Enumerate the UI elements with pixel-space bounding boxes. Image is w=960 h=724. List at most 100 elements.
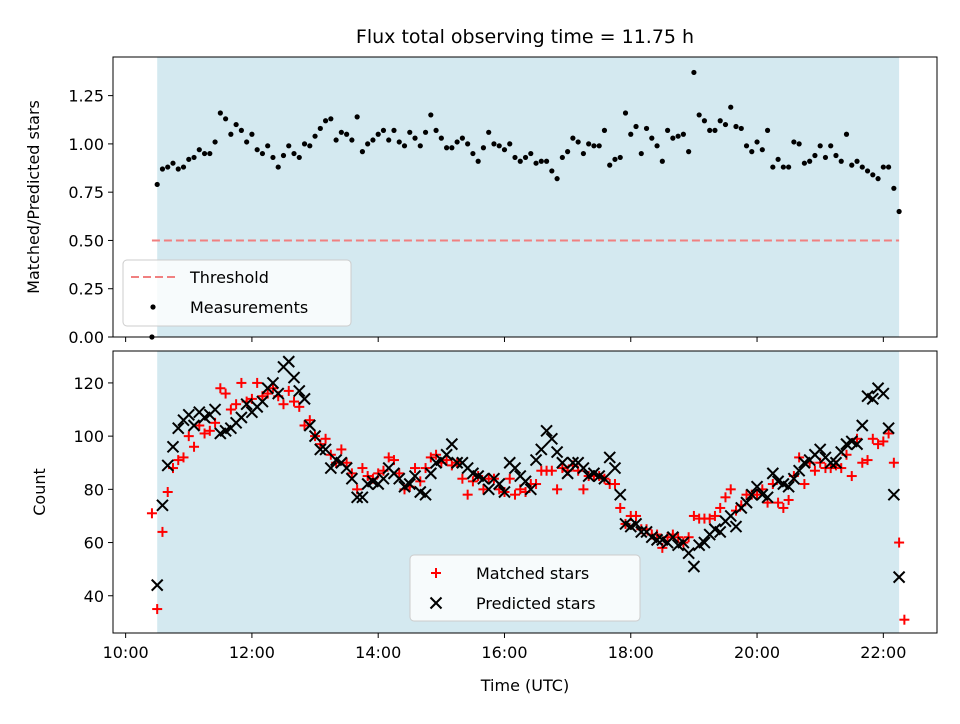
ratio-legend-box	[122, 259, 352, 327]
measurement-point	[770, 164, 776, 170]
matched-star-point	[394, 468, 405, 479]
count-x-axis: 10:00 12:00 14:00 16:00 18:00 20:00 22:00	[103, 633, 906, 662]
predicted-star-point	[540, 424, 553, 438]
legend-plus-mark	[431, 568, 441, 578]
matched-star-point	[357, 463, 368, 474]
predicted-star-point	[208, 403, 222, 416]
matched-star-point	[778, 502, 789, 513]
measurement-point	[664, 127, 671, 133]
matched-star-point	[510, 489, 521, 500]
measurement-point	[580, 150, 587, 157]
measurement-point	[375, 131, 381, 137]
measurement-point	[186, 156, 192, 162]
predicted-star-point	[493, 477, 506, 491]
measurement-point	[265, 143, 271, 149]
measurement-point	[543, 158, 550, 164]
matched-star-point	[899, 614, 910, 625]
ratio-legend: Threshold Measurements	[122, 259, 352, 327]
predicted-star-point	[745, 488, 758, 501]
count-y-tick-label: 120	[73, 374, 104, 393]
measurement-point	[280, 152, 287, 159]
measurement-point	[422, 129, 429, 135]
legend-predicted-swatch	[429, 596, 443, 610]
measurement-point	[749, 149, 755, 155]
measurement-point	[559, 154, 565, 161]
measurement-point	[165, 164, 171, 170]
measurement-point	[454, 139, 460, 145]
matched-star-point	[846, 471, 857, 482]
measurement-point	[496, 143, 502, 149]
x-tick-label: 16:00	[481, 643, 527, 662]
measurement-point	[607, 162, 613, 168]
count-y-tick-label: 40	[84, 587, 104, 606]
matched-star-point	[504, 473, 515, 484]
measurement-point	[864, 168, 871, 174]
count-y-tick-label: 60	[84, 534, 104, 553]
predicted-star-point	[782, 480, 795, 493]
measurement-point	[217, 110, 223, 116]
measurement-point	[638, 150, 644, 157]
legend-measurements-label: Measurements	[190, 298, 308, 317]
measurement-point	[286, 143, 292, 149]
predicted-star-point	[761, 491, 774, 504]
predicted-star-point	[440, 448, 453, 461]
predicted-star-point	[835, 445, 848, 459]
matched-star-point	[552, 484, 563, 495]
measurement-point	[733, 123, 739, 130]
measurement-point	[659, 158, 665, 164]
measurement-point	[359, 149, 366, 155]
legend-measurements-swatch	[150, 304, 156, 310]
predicted-star-point	[714, 525, 727, 539]
matched-star-point	[857, 457, 868, 468]
predicted-star-point	[750, 480, 764, 493]
matched-star-point	[478, 484, 489, 495]
measurement-point	[738, 125, 744, 132]
predicted-star-point	[687, 560, 701, 573]
predicted-star-point	[240, 398, 253, 411]
predicted-star-point	[272, 387, 285, 400]
predicted-star-point	[293, 384, 306, 398]
matched-star-point	[799, 479, 810, 490]
predicted-star-point	[161, 459, 174, 472]
ratio-y-axis: 0.00 0.25 0.50 0.75 1.00 1.25	[68, 87, 113, 347]
predicted-star-point	[482, 483, 495, 496]
predicted-star-point	[614, 488, 627, 501]
measurement-point	[717, 118, 723, 124]
legend-threshold-label: Threshold	[189, 268, 269, 287]
measurement-point	[691, 69, 697, 76]
count-panel-frame	[112, 350, 938, 634]
predicted-star-point	[282, 355, 295, 368]
matched-star-point	[862, 455, 873, 466]
measurement-point	[386, 137, 392, 143]
count-y-tick-label: 100	[73, 427, 104, 446]
measurement-point	[201, 150, 208, 157]
matched-star-point	[873, 439, 884, 450]
predicted-star-point	[698, 536, 711, 549]
matched-star-point	[773, 497, 784, 508]
measurement-point	[522, 154, 529, 161]
predicted-star-point	[419, 488, 432, 501]
measurement-point	[322, 118, 329, 124]
predicted-star-point	[393, 472, 406, 485]
predicted-star-point	[356, 491, 369, 504]
measurement-point	[707, 127, 713, 133]
predicted-star-point	[729, 520, 743, 533]
predicted-star-point	[498, 485, 511, 499]
matched-star-point	[383, 452, 394, 463]
predicted-star-point	[650, 533, 664, 547]
measurement-point	[859, 164, 865, 170]
measurement-point	[517, 158, 523, 164]
matched-star-point	[189, 441, 200, 452]
measurement-point	[833, 152, 839, 159]
measurement-point	[538, 158, 544, 164]
matched-star-point	[278, 399, 289, 410]
predicted-star-point	[629, 517, 643, 531]
predicted-star-point	[561, 467, 574, 480]
predicted-star-point	[403, 477, 416, 491]
predicted-star-point	[256, 395, 269, 408]
measurement-point	[328, 116, 334, 122]
measurement-point	[701, 118, 708, 124]
predicted-star-point	[287, 371, 301, 384]
measurement-point	[396, 139, 402, 145]
